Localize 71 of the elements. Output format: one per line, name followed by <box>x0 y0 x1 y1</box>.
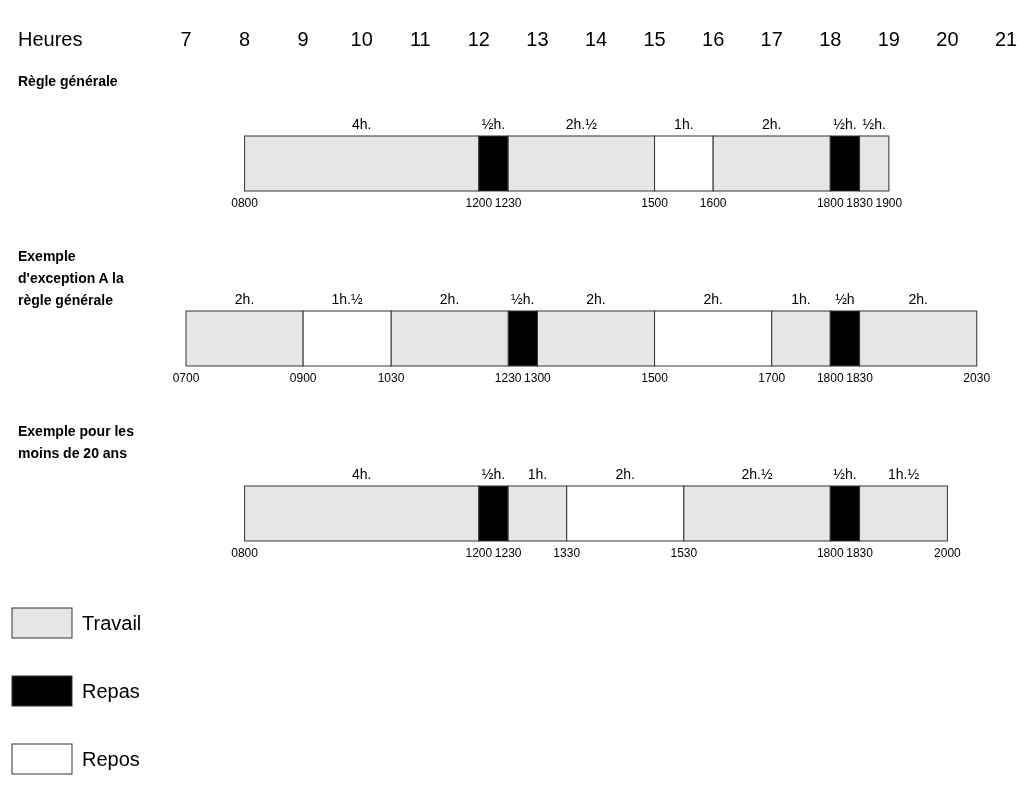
data-label: 2h. <box>234 291 255 307</box>
legend-label: Repas <box>82 680 140 702</box>
x-tick-label: 15 <box>643 28 666 50</box>
annotation: 1600 <box>699 196 727 210</box>
data-label: ½h. <box>481 466 506 482</box>
x-tick-label: 16 <box>702 28 725 50</box>
data-label: 2h.½ <box>565 116 598 132</box>
annotation: 1700 <box>758 371 786 385</box>
data-label: 1h. <box>674 116 694 132</box>
y-tick-label: Exemple d'exception A la règle générale <box>18 248 124 308</box>
data-label: 2h. <box>761 116 782 132</box>
annotation: 1300 <box>524 371 552 385</box>
x-tick-label: 14 <box>584 28 608 50</box>
annotation: 1830 <box>846 546 874 560</box>
x-tick-label: 11 <box>409 28 431 50</box>
data-label: ½h. <box>833 466 857 482</box>
annotation: 1500 <box>641 196 669 210</box>
annotation: 2030 <box>963 371 991 385</box>
annotation: 1330 <box>553 546 581 560</box>
annotation: 1200 <box>465 196 493 210</box>
annotation: 0900 <box>289 371 317 385</box>
annotation: 1230 <box>494 546 522 560</box>
annotation: 1530 <box>670 546 698 560</box>
x-tick-label: 17 <box>760 28 783 50</box>
data-label: 1h.½ <box>887 466 920 482</box>
x-axis-title: Heures <box>18 28 83 50</box>
data-label: 1h. <box>527 466 548 482</box>
annotation: 2000 <box>934 546 962 560</box>
data-label: 2h. <box>908 291 928 307</box>
legend-label: Travail <box>82 612 142 634</box>
annotation: 1230 <box>494 371 522 385</box>
data-label: 2h. <box>586 291 606 307</box>
y-tick-label: Exemple pour les moins de 20 ans <box>18 423 135 461</box>
annotation: 1830 <box>846 371 874 385</box>
data-label: 2h.½ <box>741 466 773 482</box>
annotation: 0700 <box>172 371 200 385</box>
annotation: 1200 <box>465 546 493 560</box>
x-tick-label: 13 <box>526 28 549 50</box>
annotation: 1500 <box>641 371 669 385</box>
data-label: ½h. <box>511 291 535 307</box>
data-label: 2h. <box>439 291 460 307</box>
x-tick-label: 12 <box>467 28 490 50</box>
data-label: 4h. <box>351 116 372 132</box>
annotation: 1800 <box>816 196 844 210</box>
annotation: 1030 <box>377 371 405 385</box>
annotation: 1800 <box>816 546 844 560</box>
x-tick-label: 18 <box>819 28 842 50</box>
annotation: 0800 <box>231 546 259 560</box>
data-label: ½h. <box>481 116 506 132</box>
annotation: 1800 <box>816 371 844 385</box>
data-label: 1h. <box>791 291 811 307</box>
data-label: ½h. <box>862 116 886 132</box>
data-label: 2h. <box>703 291 723 307</box>
x-tick-label: 20 <box>936 28 959 50</box>
data-label: 4h. <box>351 466 372 482</box>
annotation: 1900 <box>875 196 903 210</box>
annotation: 0800 <box>231 196 259 210</box>
data-label: 1h.½ <box>331 291 363 307</box>
annotation: 1230 <box>494 196 522 210</box>
legend-label: Repos <box>82 748 140 770</box>
x-tick-label: 8 <box>239 28 251 50</box>
x-tick-label: 21 <box>994 28 1018 50</box>
x-tick-label: 19 <box>877 28 900 50</box>
x-tick-label: 9 <box>297 28 309 50</box>
annotation: 1830 <box>846 196 874 210</box>
y-tick-label: Règle générale <box>18 73 118 89</box>
x-tick-label: 10 <box>350 28 373 50</box>
data-label: ½h <box>835 291 855 307</box>
x-tick-label: 7 <box>180 28 192 50</box>
data-label: ½h. <box>833 116 857 132</box>
data-label: 2h. <box>615 466 636 482</box>
